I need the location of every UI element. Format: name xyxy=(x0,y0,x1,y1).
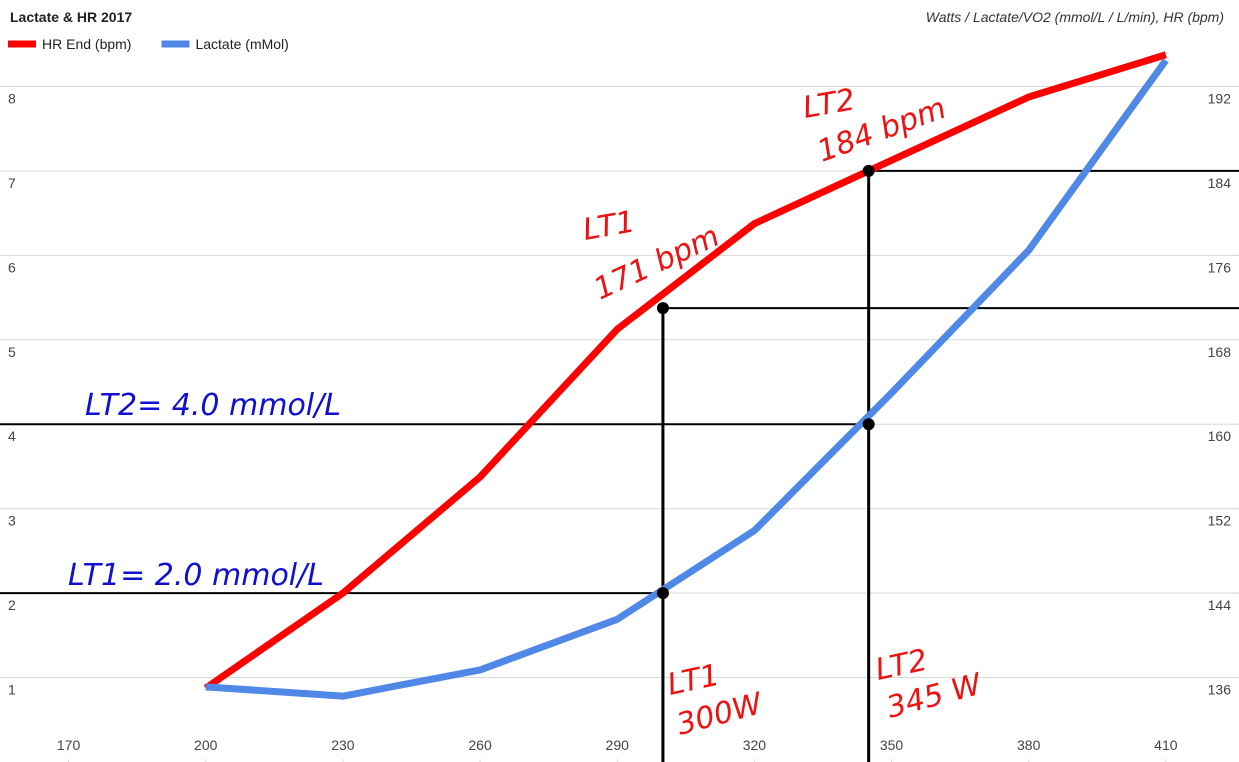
x-tick-label: 170 xyxy=(57,737,81,753)
x-tick-label: 320 xyxy=(743,737,767,753)
y-tick-label: 6 xyxy=(8,259,16,275)
y2-tick-label: 192 xyxy=(1208,90,1232,106)
x-tick-label: 230 xyxy=(331,737,355,753)
y2-tick-label: 160 xyxy=(1208,428,1232,444)
y-tick-label: 1 xyxy=(8,682,16,698)
y2-tick-label: 144 xyxy=(1208,597,1232,613)
y2-tick-label: 168 xyxy=(1208,344,1232,360)
y-tick-label: 7 xyxy=(8,175,16,191)
threshold-hr-dot xyxy=(862,164,875,177)
y-tick-label: 3 xyxy=(8,513,16,529)
legend-label: HR End (bpm) xyxy=(42,36,131,52)
x-tick-label: 350 xyxy=(880,737,904,753)
y2-tick-label: 176 xyxy=(1208,259,1232,275)
y2-tick-label: 152 xyxy=(1208,513,1232,529)
y-tick-label: 2 xyxy=(8,597,16,613)
threshold-hr-dot xyxy=(656,302,669,315)
y-tick-label: 8 xyxy=(8,90,16,106)
x-tick-label: 410 xyxy=(1154,737,1178,753)
x-tick-label: 200 xyxy=(194,737,218,753)
threshold-lactate-dot xyxy=(656,587,669,600)
annotation: LT2= 4.0 mmol/L xyxy=(85,388,341,423)
annotation: LT1= 2.0 mmol/L xyxy=(68,558,324,593)
y2-tick-label: 136 xyxy=(1208,682,1232,698)
legend-label: Lactate (mMol) xyxy=(195,36,288,52)
x-tick-label: 380 xyxy=(1017,737,1041,753)
x-tick-label: 290 xyxy=(606,737,630,753)
series-line xyxy=(205,58,1169,700)
series-line xyxy=(203,51,1167,691)
y-tick-label: 4 xyxy=(8,428,16,444)
y2-tick-label: 184 xyxy=(1208,175,1232,191)
y-tick-label: 5 xyxy=(8,344,16,360)
x-tick-label: 260 xyxy=(468,737,492,753)
chart-title: Lactate & HR 2017 xyxy=(10,9,132,25)
axis-title: Watts / Lactate/VO2 (mmol/L / L/min), HR… xyxy=(926,9,1224,25)
threshold-lactate-dot xyxy=(862,418,875,431)
